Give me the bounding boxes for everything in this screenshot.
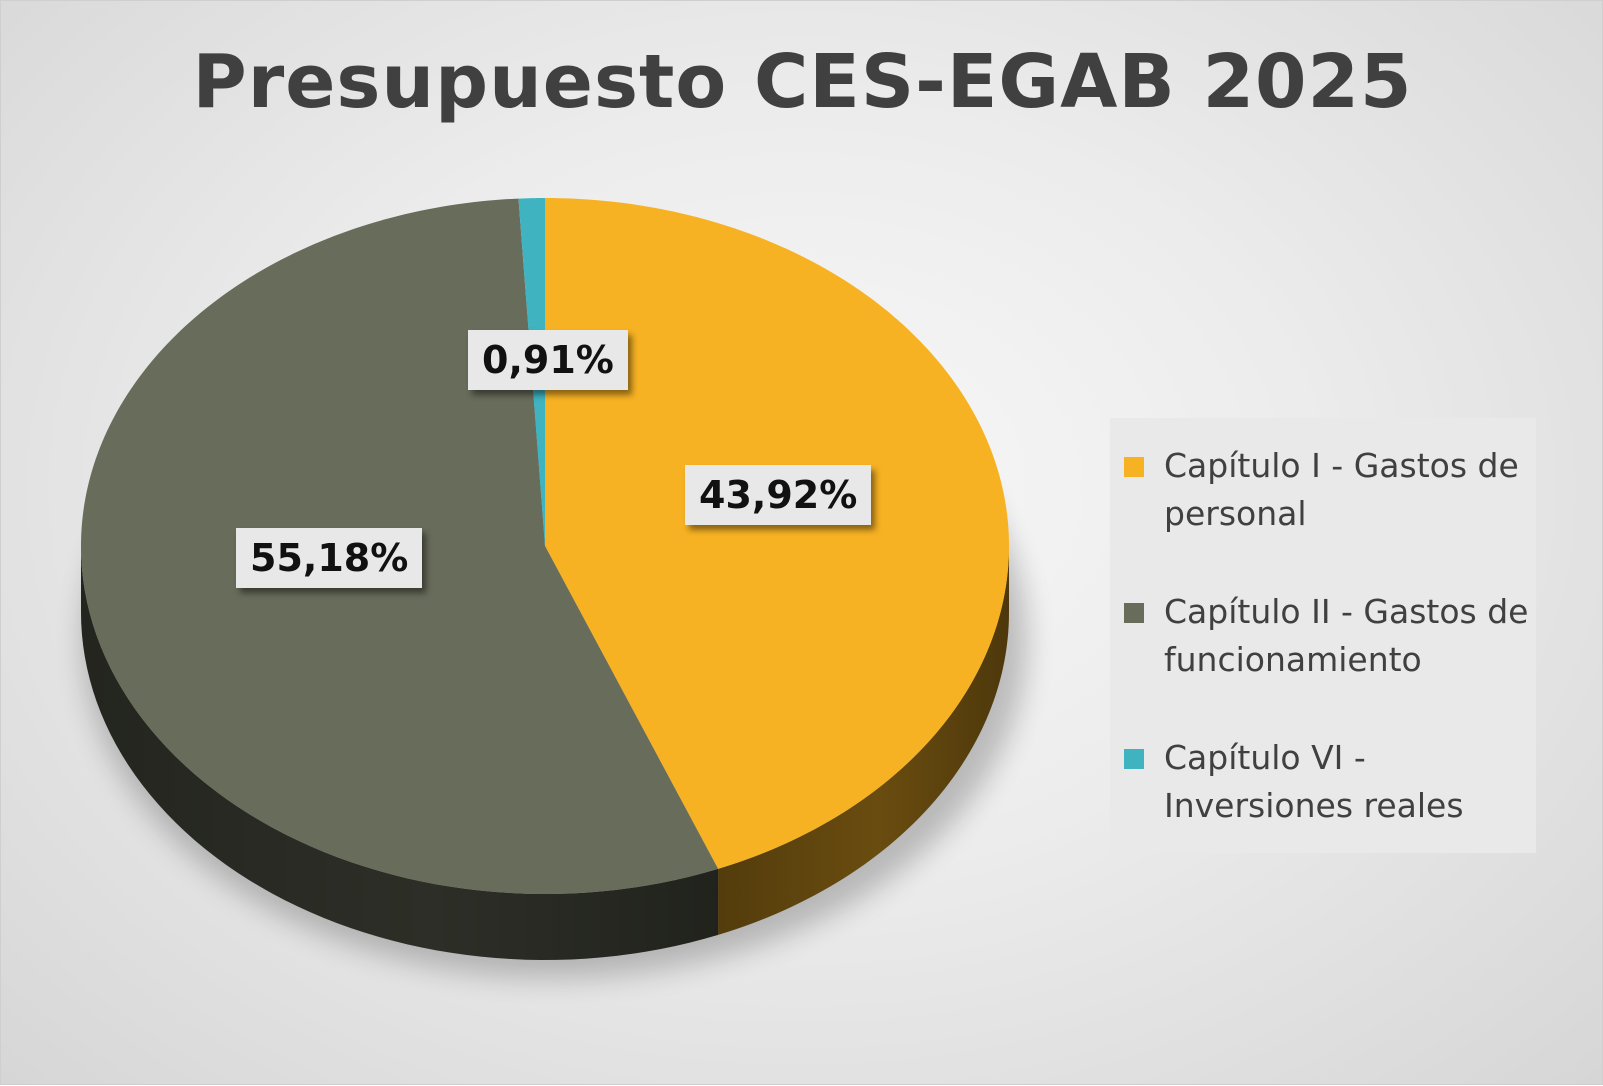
pie-side-shading-0	[718, 546, 1009, 935]
pie-side-shading-1	[81, 546, 719, 960]
data-label-capitulo-ii: 55,18%	[236, 528, 423, 588]
pie-slice-0	[545, 198, 1009, 869]
legend-swatch-capitulo-i	[1124, 457, 1144, 477]
legend-swatch-capitulo-ii	[1124, 603, 1144, 623]
legend-swatch-capitulo-vi	[1124, 749, 1144, 769]
chart-title: Presupuesto CES-EGAB 2025	[192, 39, 1413, 125]
legend: Capítulo I - Gastos de personal Capítulo…	[1110, 418, 1536, 853]
data-label-capitulo-i: 43,92%	[685, 465, 872, 525]
legend-label: Capítulo I - Gastos de personal	[1164, 446, 1519, 533]
legend-label: Capítulo VI - Inversiones reales	[1164, 738, 1464, 825]
data-label-capitulo-vi: 0,91%	[468, 330, 628, 390]
legend-label: Capítulo II - Gastos de funcionamiento	[1164, 592, 1529, 679]
